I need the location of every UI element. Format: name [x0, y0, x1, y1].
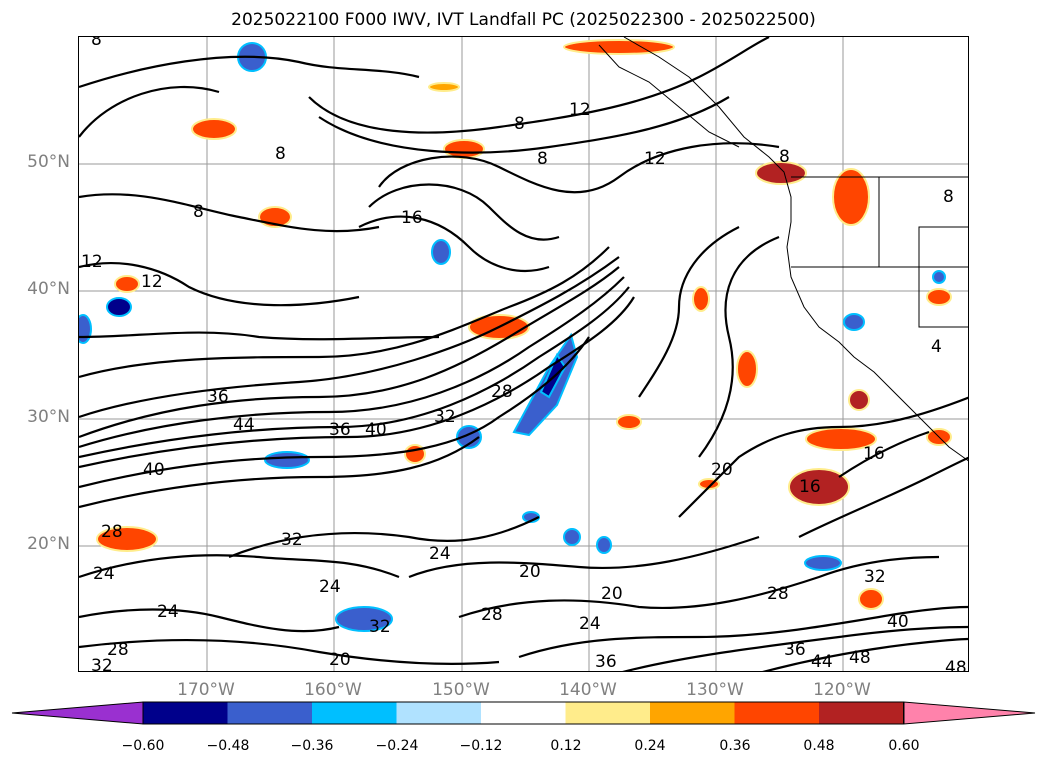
colorbar-segment — [143, 702, 228, 724]
contour-label: 32 — [864, 567, 886, 587]
lon-label-160w: 160°W — [304, 680, 362, 700]
colorbar-tick-label: 0.60 — [888, 738, 920, 754]
contour-label: 48 — [945, 658, 967, 672]
contour-label: 16 — [401, 208, 423, 228]
contour-label: 8 — [514, 114, 525, 134]
map-svg: 8 8 12 12 8 8 8 16 12 12 36 36 44 40 40 … — [79, 37, 968, 672]
contour-label: 32 — [281, 530, 303, 550]
colorbar-segment — [396, 702, 482, 724]
colorbar-segment — [481, 702, 566, 724]
colorbar-tick-label: 0.12 — [550, 738, 582, 754]
contour-label: 36 — [784, 640, 806, 660]
colorbar-tick-label: −0.60 — [121, 738, 165, 754]
contour-label: 20 — [329, 650, 351, 670]
colorbar-segment — [227, 702, 313, 724]
contour-label: 24 — [319, 577, 341, 597]
contour-label: 36 — [207, 387, 229, 407]
contour-label: 12 — [569, 100, 591, 120]
contour-label: 44 — [233, 415, 255, 435]
lat-label-30n: 30°N — [27, 407, 70, 427]
contour-label: 24 — [429, 544, 451, 564]
map-panel[interactable]: 8 8 12 12 8 8 8 16 12 12 36 36 44 40 40 … — [78, 36, 969, 672]
contour-label: 8 — [943, 187, 954, 207]
contour-label: 8 — [193, 202, 204, 222]
lon-label-170w: 170°W — [177, 680, 235, 700]
contour-label: 28 — [491, 382, 513, 402]
contour-label-group: 8 8 12 12 8 8 8 16 12 12 36 36 44 40 40 … — [81, 37, 967, 672]
contour-label: 24 — [579, 614, 601, 634]
colorbar-segment — [650, 702, 735, 724]
colorbar-tick-label: 0.24 — [634, 738, 666, 754]
contour-label: 32 — [369, 617, 391, 637]
contour-label: 40 — [887, 612, 909, 632]
colorbar-tick-label: 0.48 — [803, 738, 835, 754]
contour-label: 28 — [107, 640, 129, 660]
iwv-contours — [79, 37, 968, 671]
contour-label: 20 — [519, 562, 541, 582]
lon-label-120w: 120°W — [813, 680, 871, 700]
contour-label: 8 — [779, 147, 790, 167]
map-title: 2025022100 F000 IWV, IVT Landfall PC (20… — [231, 10, 816, 30]
contour-label: 40 — [365, 420, 387, 440]
contour-label: 20 — [601, 584, 623, 604]
contour-label: 28 — [767, 584, 789, 604]
lon-label-140w: 140°W — [559, 680, 617, 700]
lat-label-50n: 50°N — [27, 152, 70, 172]
contour-label: 8 — [275, 144, 286, 164]
lat-label-20n: 20°N — [27, 534, 70, 554]
contour-label: 48 — [849, 648, 871, 668]
contour-label: 12 — [644, 149, 666, 169]
contour-label: 20 — [711, 460, 733, 480]
colorbar-max-arrow — [903, 701, 1036, 725]
colorbar-segment — [819, 702, 904, 724]
contour-label: 40 — [143, 460, 165, 480]
contour-label: 24 — [93, 564, 115, 584]
coastline — [598, 37, 968, 462]
colorbar-tick-label: −0.48 — [206, 738, 250, 754]
colorbar-tick-label: −0.36 — [290, 738, 334, 754]
contour-label: 32 — [434, 407, 456, 427]
colorbar-tick-label: 0.36 — [719, 738, 751, 754]
contour-label: 12 — [81, 252, 103, 272]
contour-label: 32 — [91, 656, 113, 672]
contour-label: 28 — [101, 522, 123, 542]
colorbar-segment — [312, 702, 397, 724]
anomaly-patches — [79, 39, 952, 632]
colorbar-tick-label: −0.24 — [375, 738, 419, 754]
lat-label-40n: 40°N — [27, 279, 70, 299]
colorbar — [11, 701, 1036, 725]
contour-label: 8 — [91, 37, 102, 50]
lon-label-130w: 130°W — [686, 680, 744, 700]
contour-label: 36 — [595, 652, 617, 672]
contour-label: 12 — [141, 272, 163, 292]
colorbar-tick-label: −0.12 — [459, 738, 503, 754]
contour-label: 16 — [799, 477, 821, 497]
colorbar-segment — [565, 702, 651, 724]
lon-label-150w: 150°W — [432, 680, 490, 700]
contour-label: 28 — [481, 605, 503, 625]
contour-label: 4 — [931, 337, 942, 357]
contour-label: 24 — [157, 602, 179, 622]
contour-label: 44 — [811, 652, 833, 672]
colorbar-min-arrow — [11, 701, 144, 725]
contour-label: 16 — [863, 444, 885, 464]
colorbar-segment — [734, 702, 820, 724]
contour-label: 8 — [537, 149, 548, 169]
contour-label: 36 — [329, 420, 351, 440]
